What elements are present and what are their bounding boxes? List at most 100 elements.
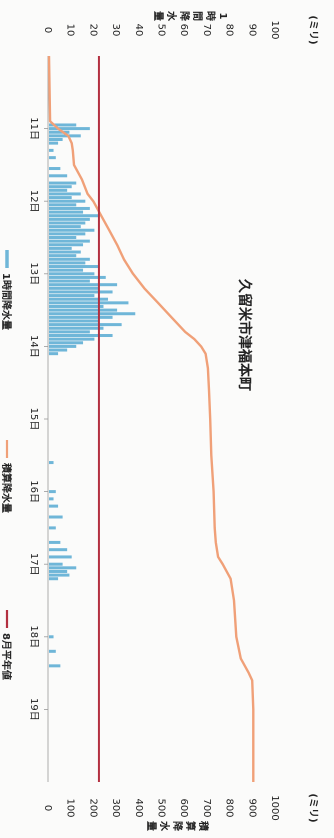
rain-bar [48,156,56,160]
rain-bar [48,254,77,258]
x-axis-tick-label: 13日 [28,262,39,285]
left-axis-tick-label: 20 [87,24,98,37]
right-axis-tick-label: 1000 [269,795,280,820]
rain-bar [48,181,77,185]
right-axis-tick-label: 500 [156,798,167,817]
rain-bar [49,286,99,290]
rain-bar [49,341,84,345]
rain-bar [48,337,95,341]
rain-bar [49,275,106,279]
rain-bar [49,239,90,243]
left-axis-tick-label: 100 [269,20,280,39]
left-axis-label-char: 1 [217,13,228,20]
rain-bar [49,214,99,218]
rain-bar [49,221,86,225]
left-axis-label-char: 水 [165,10,178,22]
right-axis-tick-label: 0 [42,805,53,811]
right-axis-tick-label: 200 [87,798,98,817]
left-axis: (ミリ) 0 10 20 30 40 50 60 70 80 90 100 1時間降水量 [42,10,319,45]
rain-bar [49,548,68,552]
rain-bar [48,573,70,577]
rain-bar [49,297,109,301]
x-axis-tick-label: 11日 [28,117,39,140]
x-axis-tick-label: 16日 [28,480,39,503]
right-axis-tick-label: 300 [110,798,121,817]
rain-bar [49,148,54,152]
rain-bar [48,526,56,530]
bar-series [48,123,136,668]
rain-bar [48,515,63,519]
left-axis-tick-label: 30 [110,24,121,37]
rain-bar [49,261,86,265]
x-axis: 11日 12日 13日 14日 15日 16日 17日 18日 19日 [28,56,49,782]
x-axis-tick-label: 18日 [28,625,39,648]
rain-bar [49,569,68,573]
rain-bar [49,461,54,465]
right-axis-label-char: 積 [197,820,210,832]
cumulative-rain-line [47,55,255,782]
left-axis-tick-label: 80 [224,24,235,37]
rain-bar [48,315,113,319]
rain-bar [49,268,84,272]
right-axis-label-char: 算 [184,820,197,831]
rain-bar [48,228,95,232]
rain-bar [49,167,61,171]
rain-bar [49,664,61,668]
rain-bar [48,577,59,581]
right-axis-label-char: 量 [145,821,158,831]
rain-bar [48,304,104,308]
rain-bar [49,243,84,247]
right-axis-tick-label: 400 [133,798,144,817]
rain-bar [49,319,99,323]
right-axis-unit: (ミリ) [307,793,319,822]
x-axis-tick-label: 12日 [28,190,39,213]
legend-label: 8月平年値 [0,633,13,680]
rain-bar [48,236,77,239]
x-axis-tick-label: 14日 [28,335,39,358]
rain-bar [48,290,113,294]
rain-bar [49,174,68,178]
x-axis-tick-label: 17日 [28,553,39,576]
right-axis-tick-label: 700 [201,798,212,817]
rain-bar [48,566,77,570]
rain-bar [48,334,113,338]
right-axis-tick-label: 100 [65,798,76,817]
rain-bar [49,330,90,334]
left-axis-label-char: 時 [204,11,217,21]
rain-bar [48,137,63,141]
rain-bar [49,196,72,200]
rain-bar [49,217,90,221]
rain-bar [49,635,54,639]
rain-bar [49,283,118,287]
rain-bar [49,210,84,214]
rain-bar [48,562,63,566]
rain-bar [49,199,86,203]
rain-bar [49,185,72,189]
right-axis-tick-label: 800 [224,798,235,817]
rain-bar [49,206,90,210]
rain-bar [49,348,68,352]
right-axis: (ミリ) 0 100 200 300 400 500 600 700 800 900 1000 積算降水… [42,793,319,832]
rain-bar [49,188,68,192]
right-axis-label-char: 水 [158,820,171,832]
chart-title: 久留米市津福本町 [236,278,253,391]
legend-label: 積算降水量 [0,462,13,513]
rain-bar [48,352,59,356]
left-axis-label-char: 量 [152,11,165,21]
rain-bar [49,497,54,501]
left-axis-label-char: 間 [191,11,203,21]
rain-bar [49,279,90,283]
rain-bar [48,203,77,207]
rain-bar [48,294,95,298]
rain-bar [48,312,136,316]
x-axis-tick-label: 19日 [28,698,39,721]
cumulative-series [47,55,255,782]
left-axis-tick-label: 60 [178,24,189,37]
rain-bar [49,323,122,327]
rain-bar [49,257,90,261]
left-axis-tick-label: 0 [42,27,53,33]
rain-bar [48,344,77,348]
legend-label: 1時間降水量 [0,273,13,330]
